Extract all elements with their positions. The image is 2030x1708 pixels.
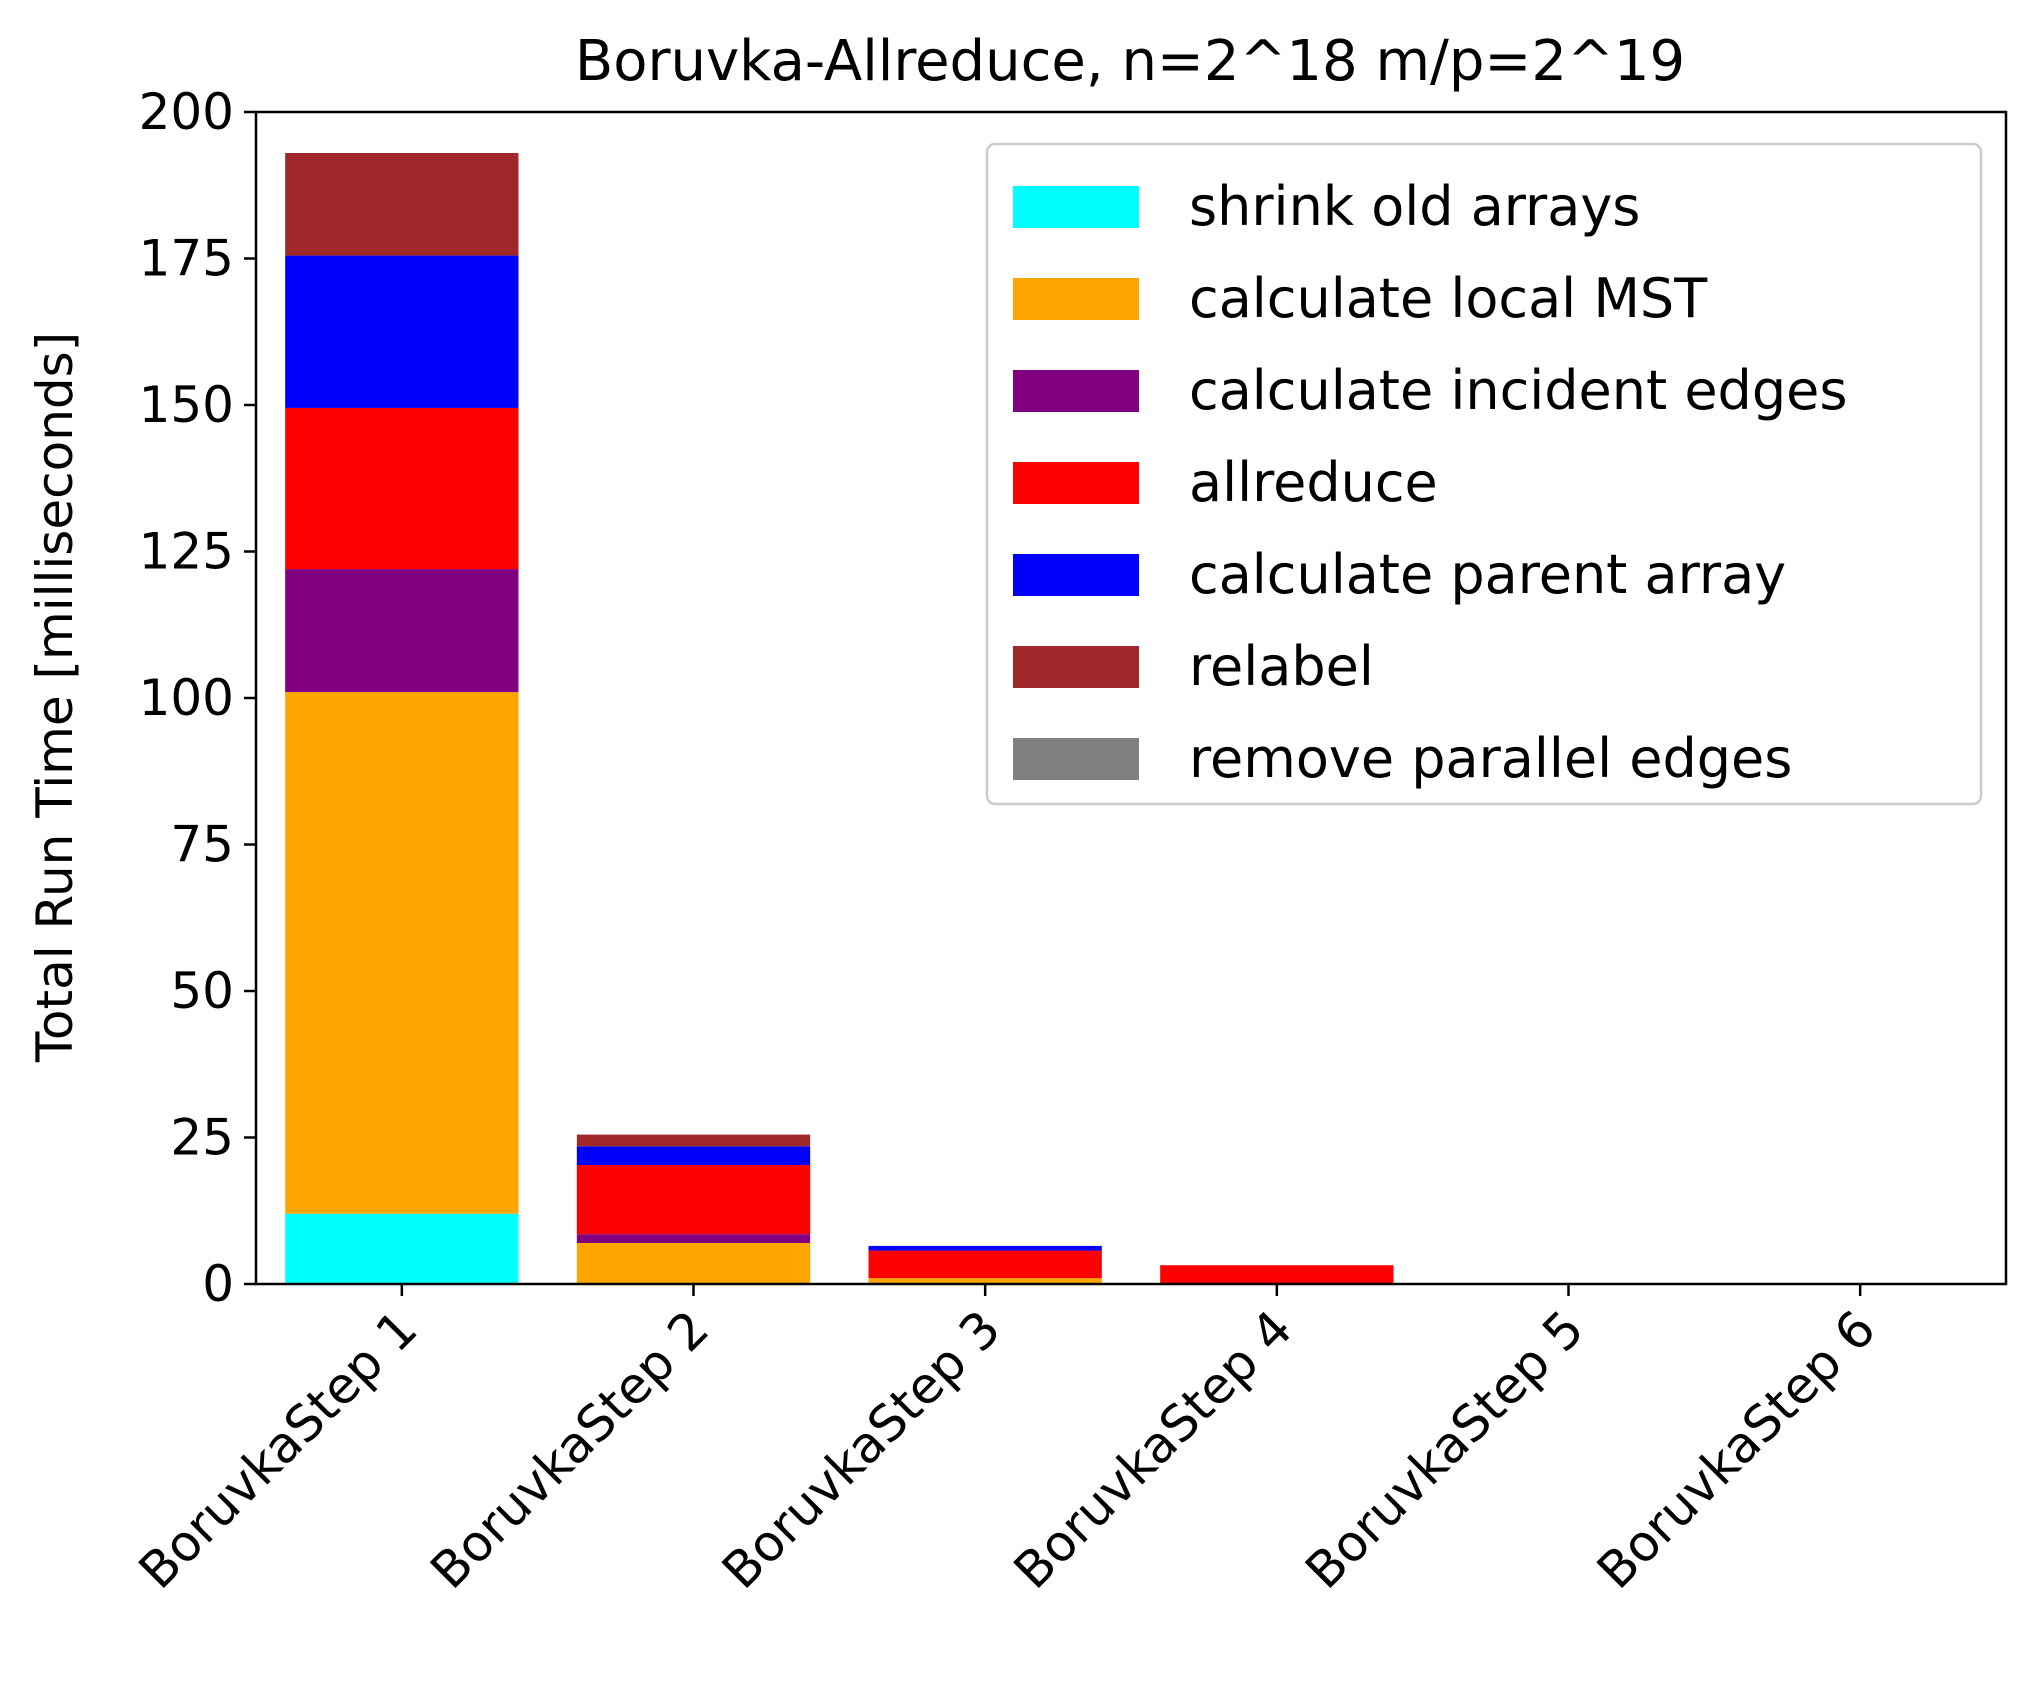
legend-label: remove parallel edges bbox=[1189, 727, 1792, 790]
bar-segment bbox=[576, 1146, 811, 1166]
y-tick-label: 25 bbox=[170, 1109, 234, 1167]
bar-segment bbox=[576, 1165, 811, 1235]
y-tick-label: 125 bbox=[139, 523, 234, 581]
y-tick-label: 50 bbox=[170, 962, 234, 1020]
legend-swatch bbox=[1013, 646, 1139, 688]
bar-segment bbox=[576, 1134, 811, 1147]
bar-segment bbox=[576, 1242, 811, 1284]
y-axis-label: Total Run Time [milliseconds] bbox=[26, 332, 84, 1063]
legend-label: shrink old arrays bbox=[1189, 175, 1640, 238]
x-tick-label: BoruvkaStep 3 bbox=[711, 1299, 1012, 1600]
legend-swatch bbox=[1013, 370, 1139, 412]
legend-label: calculate local MST bbox=[1189, 267, 1708, 330]
legend-label: calculate incident edges bbox=[1189, 359, 1847, 422]
legend-box bbox=[985, 142, 1983, 806]
legend-swatch bbox=[1013, 278, 1139, 320]
legend-swatch bbox=[1013, 738, 1139, 780]
x-tick-label: BoruvkaStep 1 bbox=[128, 1299, 429, 1600]
chart-title: Boruvka-Allreduce, n=2^18 m/p=2^19 bbox=[575, 29, 1685, 94]
bar-segment bbox=[868, 1278, 1102, 1284]
bar-segment bbox=[285, 692, 519, 1214]
x-tick-label: BoruvkaStep 2 bbox=[419, 1299, 720, 1600]
bar-segment bbox=[285, 407, 519, 570]
legend-label: allreduce bbox=[1189, 451, 1438, 514]
bars-layer bbox=[285, 153, 1394, 1284]
y-tick-label: 100 bbox=[139, 669, 234, 727]
legend-label: calculate parent array bbox=[1189, 543, 1786, 606]
legend-swatch bbox=[1013, 186, 1139, 228]
bar-segment bbox=[868, 1245, 1102, 1251]
legend: shrink old arrays calculate local MST calc… bbox=[985, 142, 1983, 806]
x-tick-label: BoruvkaStep 6 bbox=[1586, 1299, 1887, 1600]
bar-segment bbox=[1160, 1265, 1394, 1284]
y-tick-label: 150 bbox=[139, 376, 234, 434]
y-tick-label: 200 bbox=[139, 83, 234, 141]
y-tick-label: 0 bbox=[202, 1255, 234, 1313]
legend-label: relabel bbox=[1189, 635, 1374, 698]
y-tick-label: 75 bbox=[170, 816, 234, 874]
bar-segment bbox=[576, 1234, 811, 1243]
legend-swatch bbox=[1013, 462, 1139, 504]
bar-segment bbox=[285, 569, 519, 693]
legend-swatch bbox=[1013, 554, 1139, 596]
x-tick-label: BoruvkaStep 5 bbox=[1294, 1299, 1595, 1600]
bar-segment bbox=[285, 1213, 519, 1284]
x-tick-label: BoruvkaStep 4 bbox=[1003, 1299, 1304, 1600]
y-axis: 0 25 50 75 100 125 150 175 200 bbox=[139, 83, 256, 1313]
y-tick-label: 175 bbox=[139, 230, 234, 288]
bar-segment bbox=[285, 153, 519, 256]
bar-segment bbox=[285, 255, 519, 408]
bar-segment bbox=[868, 1250, 1102, 1279]
